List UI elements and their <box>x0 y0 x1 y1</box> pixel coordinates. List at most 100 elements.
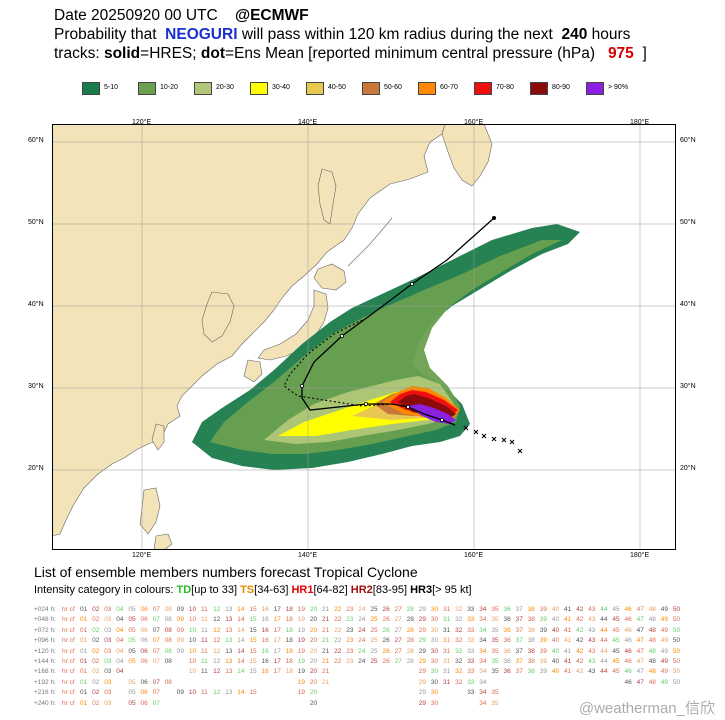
member-number: 48 <box>648 647 656 655</box>
member-number: 35 <box>491 689 499 697</box>
member-number: 12 <box>213 689 221 697</box>
header-text-a: Probability that <box>54 26 157 43</box>
member-number: 01 <box>80 678 88 686</box>
dot-label: dot <box>200 45 225 62</box>
member-row: +120 h: hr cf 01 02 03 04 05 06 07 08 09 10 11 12 13 14… <box>34 648 694 657</box>
member-number: 36 <box>503 668 511 676</box>
member-number: 03 <box>104 678 112 686</box>
member-row-label: +144 h: <box>34 658 56 665</box>
member-number: 12 <box>213 647 221 655</box>
member-number: 05 <box>128 637 136 645</box>
header-line-3: tracks: solid=HRES; dot=Ens Mean [report… <box>54 44 647 63</box>
member-number: 31 <box>443 678 451 686</box>
member-number: 37 <box>515 616 523 624</box>
member-number: 20 <box>309 606 318 613</box>
member-number: 19 <box>297 626 306 634</box>
legend-swatch <box>138 82 156 95</box>
member-number: 47 <box>636 626 644 634</box>
prob-10-20 <box>210 240 562 454</box>
member-number: 01 <box>80 658 88 665</box>
legend-label: 5-10 <box>104 84 119 91</box>
member-number: 34 <box>479 668 487 676</box>
member-number: 41 <box>564 637 572 645</box>
member-number: 49 <box>660 637 669 645</box>
member-number: 07 <box>152 626 160 634</box>
member-number: 25 <box>370 658 378 665</box>
forecast-date: Date 20250920 00 UTC <box>54 7 218 24</box>
member-number: 41 <box>564 626 572 634</box>
mindanao-islands <box>153 533 173 551</box>
member-number: 26 <box>382 658 390 665</box>
member-number: 10 <box>188 668 197 676</box>
legend-swatch <box>586 82 604 95</box>
member-number: 29 <box>418 637 427 645</box>
member-number: 46 <box>624 637 632 645</box>
member-number: 44 <box>600 637 608 645</box>
member-row: +168 h: hr cf 01 02 03 04 10 11 12 13 14 15 16 17 18 19… <box>34 668 694 677</box>
member-number: 29 <box>418 606 427 613</box>
member-hres-cf: hr cf <box>62 626 75 634</box>
map-panel: 120°E 140°E 160°E 180°E 120°E 140°E 160°… <box>28 119 696 559</box>
member-number: 27 <box>394 606 402 613</box>
member-number: 06 <box>140 626 148 634</box>
member-number: 14 <box>237 616 245 624</box>
member-hres-cf: hr cf <box>62 668 75 676</box>
member-number: 06 <box>140 606 148 613</box>
member-number: 09 <box>176 626 185 634</box>
member-number: 14 <box>237 647 245 655</box>
kuril-islands <box>347 217 393 267</box>
member-number: 15 <box>249 668 257 676</box>
member-number: 20 <box>309 616 318 624</box>
lon-label-bottom-1: 140°E <box>298 552 318 559</box>
member-number: 02 <box>92 689 100 697</box>
member-number: 05 <box>128 626 136 634</box>
lat-label-left-2: 40°N <box>28 301 44 308</box>
hr2-range: [83-95] <box>372 584 408 596</box>
header-line-1: Date 20250920 00 UTC @ECMWF <box>54 6 309 25</box>
member-number: 11 <box>201 616 208 624</box>
member-number: 47 <box>636 658 644 665</box>
member-number: 05 <box>128 616 136 624</box>
member-number: 35 <box>491 658 499 665</box>
member-number: 02 <box>92 637 100 645</box>
member-number: 33 <box>467 658 475 665</box>
member-number: 42 <box>576 668 584 676</box>
member-number: 29 <box>418 658 427 665</box>
member-number: 05 <box>128 658 136 665</box>
hr3-label: HR3 <box>410 584 433 596</box>
member-number: 08 <box>164 616 172 624</box>
lat-label-right-3: 30°N <box>680 383 696 390</box>
member-number: 03 <box>104 658 112 665</box>
member-number: 21 <box>322 678 330 686</box>
member-number: 38 <box>527 658 535 665</box>
member-number: 33 <box>467 668 475 676</box>
member-number: 42 <box>576 626 584 634</box>
member-number: 24 <box>358 606 366 613</box>
member-number: 02 <box>92 626 100 634</box>
member-number: 33 <box>467 647 475 655</box>
member-number: 50 <box>672 616 681 624</box>
member-number: 50 <box>672 658 681 665</box>
member-number: 05 <box>128 647 136 655</box>
member-number: 34 <box>479 637 487 645</box>
member-number: 25 <box>370 616 378 624</box>
member-number: 35 <box>491 699 499 707</box>
legend-swatch <box>418 82 436 95</box>
member-number: 35 <box>491 647 499 655</box>
legend-label: 30-40 <box>272 84 290 91</box>
member-number: 12 <box>213 616 221 624</box>
lat-label-right-2: 40°N <box>680 301 696 308</box>
probability-shading <box>192 224 580 470</box>
member-number: 37 <box>515 606 523 613</box>
member-number: 40 <box>551 616 560 624</box>
member-number: 33 <box>467 606 475 613</box>
member-number: 16 <box>261 668 269 676</box>
ens-mean-label: =Ens Mean [reported minimum central pres… <box>225 45 596 62</box>
member-number: 45 <box>612 647 620 655</box>
member-number: 21 <box>322 647 330 655</box>
member-number: 20 <box>309 689 318 697</box>
member-number: 37 <box>515 658 523 665</box>
member-number: 18 <box>285 668 293 676</box>
member-number: 45 <box>612 606 620 613</box>
header-text-c: hours <box>591 26 631 43</box>
